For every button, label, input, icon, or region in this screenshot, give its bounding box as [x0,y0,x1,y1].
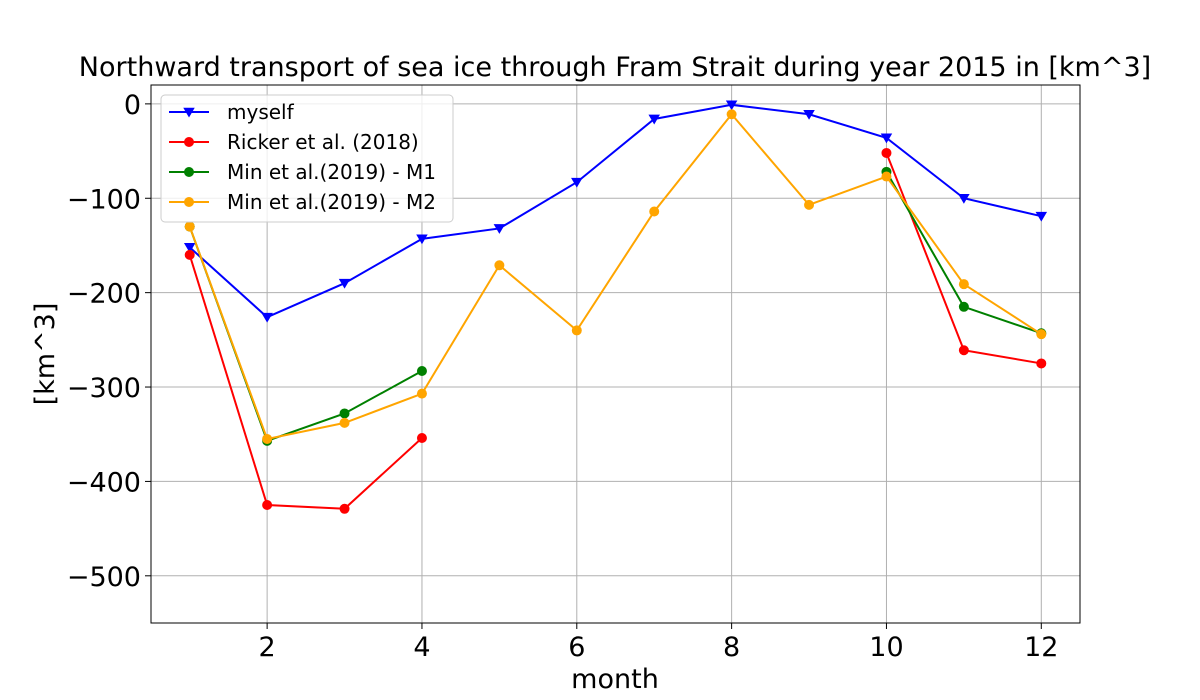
y-tick-label: −200 [67,279,141,310]
x-tick-label: 10 [869,632,903,663]
series-line [188,112,1042,441]
x-tick-label: 12 [1024,632,1058,663]
data-point [416,433,427,444]
data-point [958,301,969,312]
y-tick-label: −300 [67,373,141,404]
legend-marker [184,137,194,147]
data-point [648,114,660,125]
x-tick-label: 8 [723,632,740,663]
legend-label: Min et al.(2019) - M1 [227,160,436,184]
legend-box [160,94,454,223]
data-point [725,100,738,111]
data-point [262,500,273,511]
data-point [571,325,582,336]
data-point [958,345,969,356]
data-point [958,193,970,204]
data-point [494,260,505,271]
legend-label: Min et al.(2019) - M2 [227,190,436,214]
legend-item: Min et al.(2019) - M2 [169,190,436,214]
data-point [1035,211,1048,222]
data-point [726,109,737,120]
chart-title: Northward transport of sea ice through F… [79,52,1151,83]
data-point [339,408,350,419]
legend-label: Ricker et al. (2018) [227,130,419,154]
data-point [416,388,427,399]
series-line [189,103,1042,319]
legend-label: myself [227,100,295,124]
legend-marker [184,197,194,207]
data-point [338,278,351,289]
legend-item: Min et al.(2019) - M1 [169,160,436,184]
y-tick-label: −400 [67,467,141,498]
data-point [881,147,892,158]
y-axis-label: [km^3] [30,303,61,406]
data-point [649,206,660,217]
series-0 [183,100,1048,323]
legend: myself Ricker et al. (2018) Min et al.(201… [160,94,454,223]
data-point [184,221,195,232]
data-point [880,133,893,144]
data-point [183,243,196,253]
data-point [261,312,273,323]
data-point [184,249,195,260]
series-3 [184,109,1047,444]
x-axis-label: month [571,664,659,695]
series-line [188,254,423,510]
series-line [885,152,1042,365]
data-point [1036,358,1047,369]
legend-marker [183,107,195,118]
y-axis-ticks: 0 −100 −200 −300 −400 −500 [67,90,151,593]
legend-item: myself [169,100,295,124]
data-point [339,503,350,514]
y-tick-label: −500 [67,562,141,593]
data-point [803,109,815,120]
data-point [881,171,892,182]
data-point [339,417,350,428]
x-tick-label: 2 [259,632,276,663]
series-layer [183,100,1048,514]
plot-frame [150,84,1081,624]
x-tick-label: 4 [413,632,430,663]
data-point [1036,329,1047,340]
y-tick-label: −100 [67,184,141,215]
x-axis-ticks: 2 4 6 8 10 12 [259,623,1058,663]
data-point [571,177,583,188]
x-tick-label: 6 [568,632,585,663]
data-point [804,199,815,210]
data-point [958,279,969,290]
legend-marker [184,167,194,177]
data-point [493,224,506,234]
data-point [416,365,427,376]
data-point [262,433,273,444]
data-point [416,234,428,245]
y-tick-label: 0 [124,90,141,121]
legend-item: Ricker et al. (2018) [169,130,419,154]
